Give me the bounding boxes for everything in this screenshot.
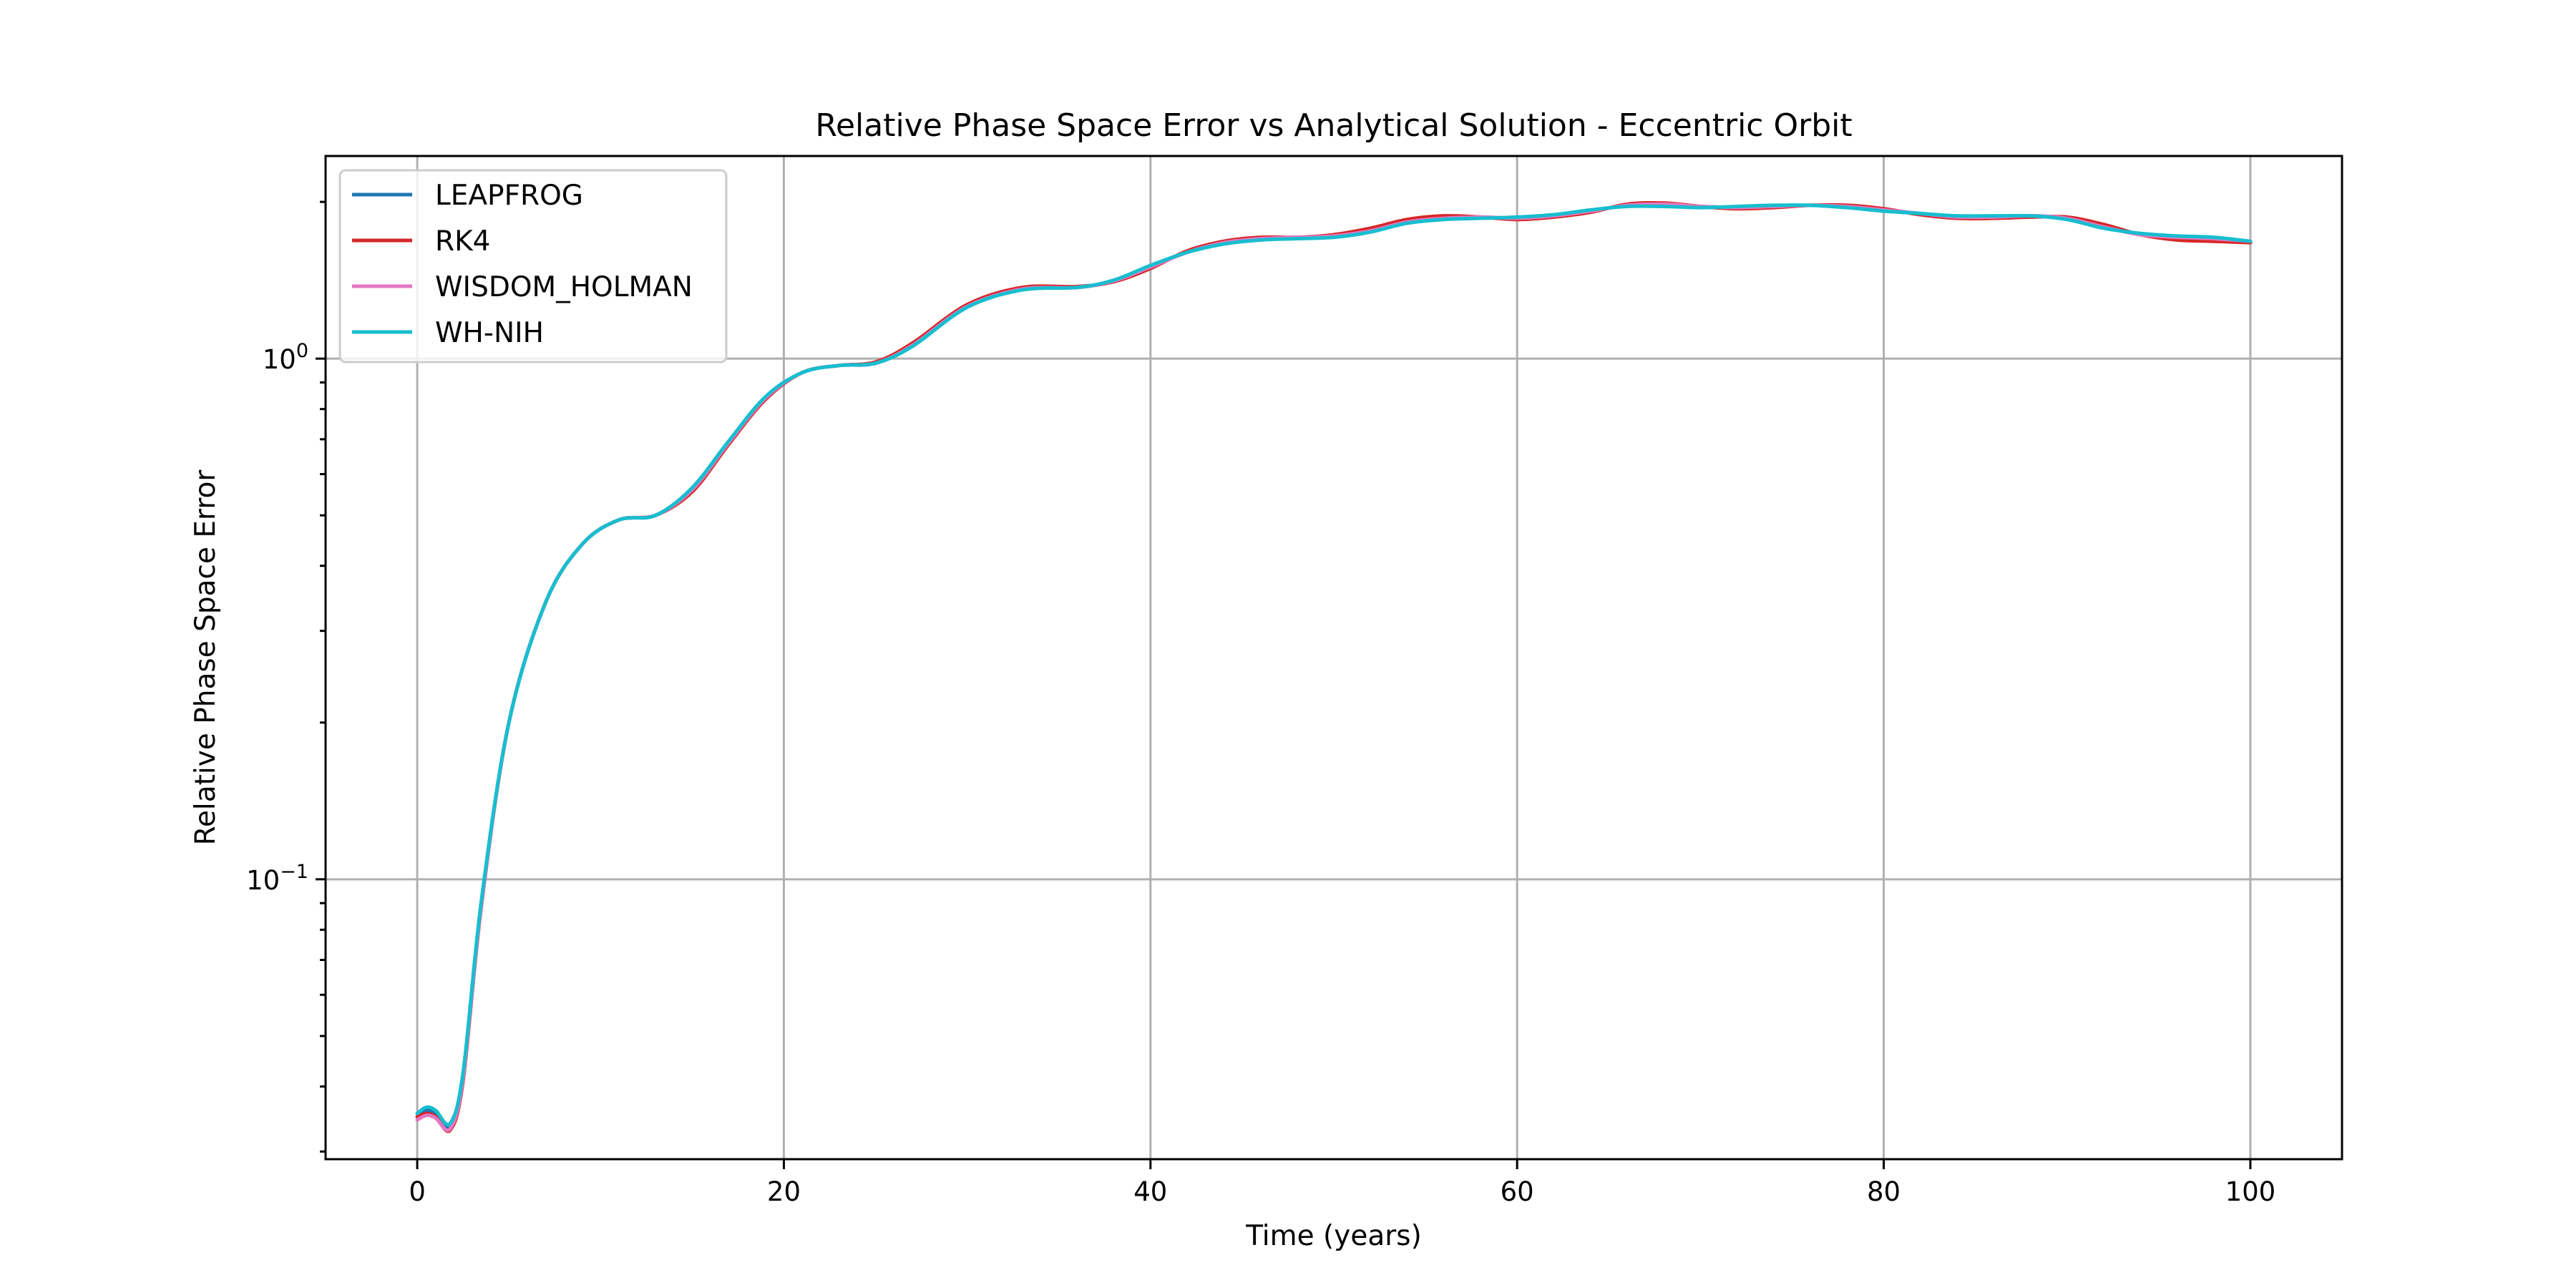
- x-tick-label: 20: [767, 1176, 801, 1207]
- legend-label-leapfrog: LEAPFROG: [435, 180, 583, 212]
- x-tick-label: 40: [1133, 1176, 1167, 1207]
- tick-layer: 0 20 40 60 80 100 10−1 100: [246, 200, 2276, 1207]
- x-tick-label: 100: [2225, 1176, 2276, 1207]
- y-tick-label: 100: [263, 340, 308, 375]
- legend-box: [338, 169, 728, 364]
- y-tick-label: 10−1: [246, 861, 308, 896]
- legend-label-wh-nih: WH-NIH: [435, 317, 544, 349]
- y-axis-label: Relative Phase Space Error: [190, 469, 222, 846]
- legend: LEAPFROG RK4 WISDOM_HOLMAN WH-NIH: [338, 169, 728, 364]
- x-tick-label: 80: [1867, 1176, 1901, 1207]
- grid-layer: [326, 156, 2342, 1159]
- series-layer: [415, 200, 2253, 1133]
- series-line-wh-nih: [415, 203, 2253, 1127]
- x-tick-label: 60: [1501, 1176, 1534, 1207]
- x-tick-label: 0: [409, 1176, 426, 1207]
- plot-frame: [324, 155, 2343, 1161]
- legend-label-rk4: RK4: [435, 225, 491, 258]
- x-axis-label: Time (years): [1245, 1220, 1422, 1252]
- chart-title: Relative Phase Space Error vs Analytical…: [815, 107, 1852, 144]
- legend-label-wisdom-holman: WISDOM_HOLMAN: [435, 271, 693, 303]
